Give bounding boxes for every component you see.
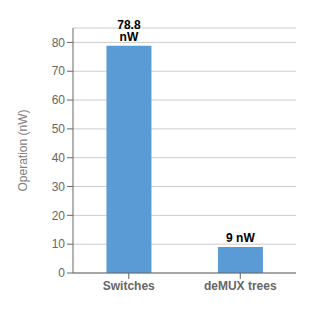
svg-text:78.8nW: 78.8nW bbox=[117, 18, 141, 44]
svg-text:30: 30 bbox=[52, 180, 66, 194]
svg-text:50: 50 bbox=[52, 122, 66, 136]
svg-text:Operation (nW): Operation (nW) bbox=[16, 109, 30, 191]
svg-text:70: 70 bbox=[52, 64, 66, 78]
svg-text:9 nW: 9 nW bbox=[226, 231, 255, 245]
svg-text:10: 10 bbox=[52, 237, 66, 251]
svg-text:Switches: Switches bbox=[103, 279, 155, 293]
svg-text:80: 80 bbox=[52, 36, 66, 50]
svg-text:0: 0 bbox=[58, 266, 65, 280]
svg-text:40: 40 bbox=[52, 151, 66, 165]
svg-text:deMUX trees: deMUX trees bbox=[204, 279, 277, 293]
svg-text:60: 60 bbox=[52, 93, 66, 107]
svg-text:20: 20 bbox=[52, 209, 66, 223]
